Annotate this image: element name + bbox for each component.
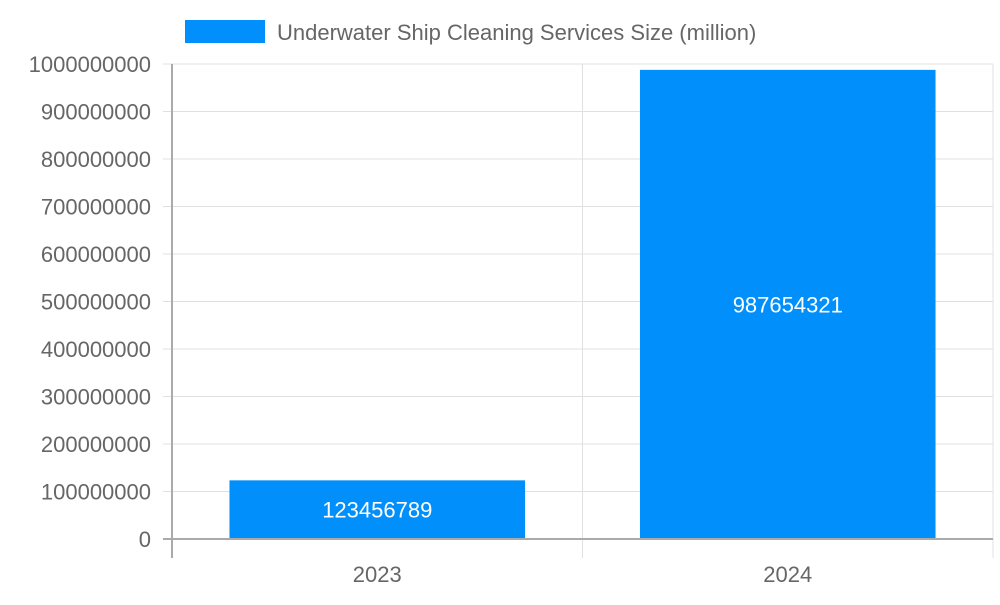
legend[interactable]: Underwater Ship Cleaning Services Size (… [185,20,756,45]
y-tick-label: 800000000 [41,147,151,172]
x-tick-label: 2024 [763,562,812,587]
bar-2023 [229,480,526,539]
y-tick-label: 900000000 [41,100,151,125]
legend-swatch [185,20,265,43]
bar-2024 [639,69,936,539]
y-tick-label: 200000000 [41,432,151,457]
y-tick-label: 600000000 [41,242,151,267]
y-tick-label: 100000000 [41,480,151,505]
x-tick-label: 2023 [353,562,402,587]
y-tick-label: 400000000 [41,337,151,362]
y-tick-label: 1000000000 [29,52,151,77]
y-tick-label: 500000000 [41,290,151,315]
y-tick-label: 300000000 [41,385,151,410]
y-tick-label: 0 [139,527,151,552]
data-label: 987654321 [733,292,843,317]
y-tick-label: 700000000 [41,195,151,220]
data-label: 123456789 [322,498,432,523]
legend-label: Underwater Ship Cleaning Services Size (… [277,20,756,45]
